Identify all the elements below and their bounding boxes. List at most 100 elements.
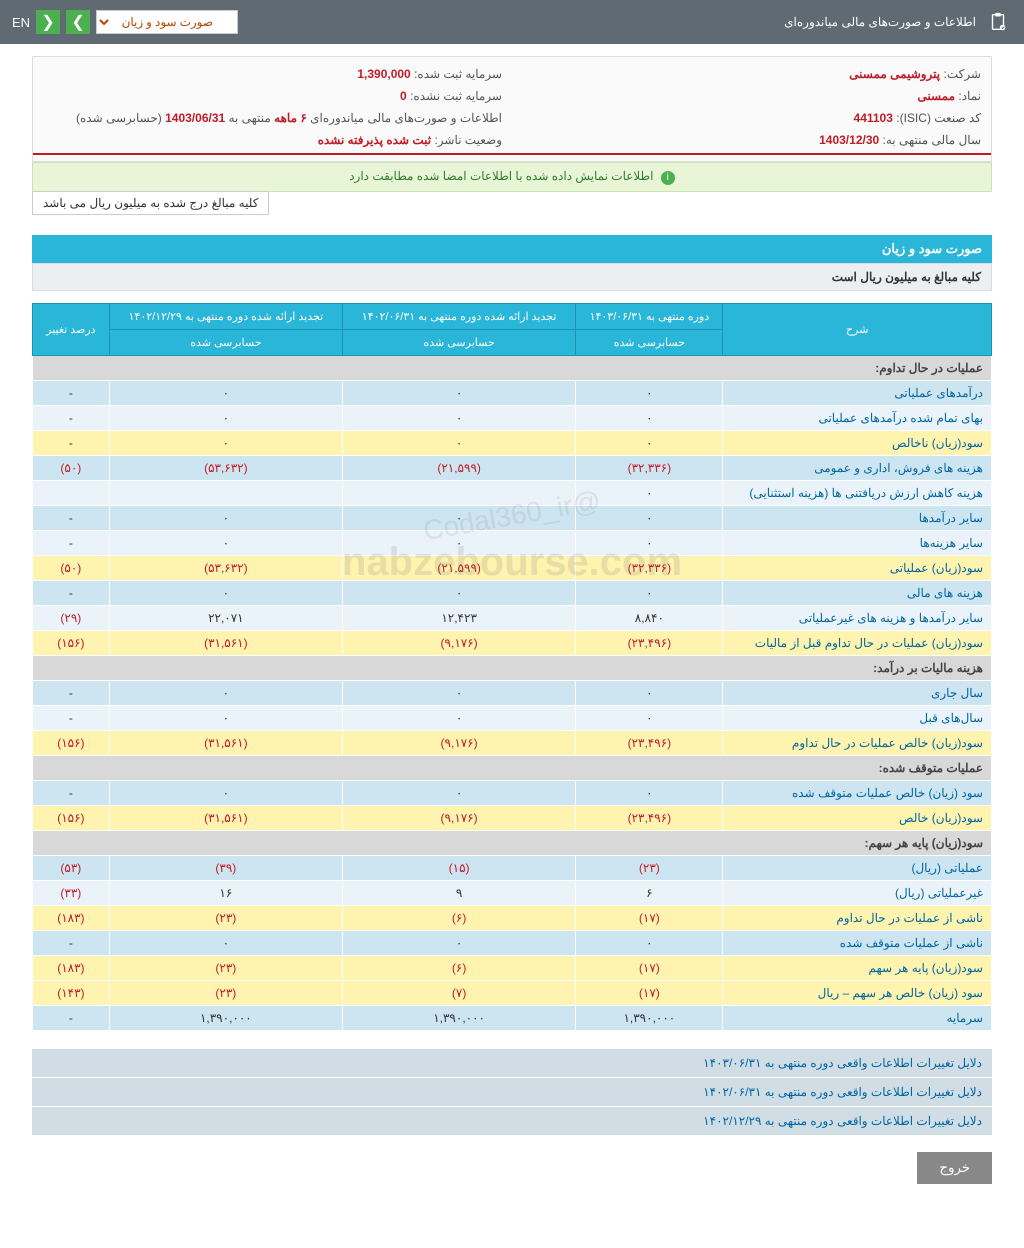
value-cell: (۳۱,۵۶۱)	[109, 631, 342, 656]
capital-value: 1,390,000	[357, 67, 410, 81]
lang-switch[interactable]: EN	[12, 15, 30, 30]
value-cell: (۳۱,۵۶۱)	[109, 731, 342, 756]
value-cell: ۰	[109, 931, 342, 956]
value-cell: (۱۷)	[576, 956, 723, 981]
value-cell: (۲۱,۵۹۹)	[342, 456, 575, 481]
value-cell: ۰	[342, 706, 575, 731]
th-c4: درصد تغییر	[33, 304, 110, 356]
desc-cell: بهای تمام شده درآمدهای عملیاتی	[723, 406, 992, 431]
value-cell: -	[33, 706, 110, 731]
desc-cell: سود (زیان) خالص عملیات متوقف شده	[723, 781, 992, 806]
value-cell: -	[33, 581, 110, 606]
value-cell: (۲۳)	[576, 856, 723, 881]
value-cell: -	[33, 781, 110, 806]
topbar-title: اطلاعات و صورت‌های مالی میاندوره‌ای	[784, 15, 976, 29]
value-cell: ۰	[109, 381, 342, 406]
value-cell: ۲۲,۰۷۱	[109, 606, 342, 631]
footer-row[interactable]: دلایل تغییرات اطلاعات واقعی دوره منتهی ب…	[32, 1107, 992, 1136]
row-header-cell: عملیات متوقف شده:	[33, 756, 992, 781]
value-cell: ۰	[576, 481, 723, 506]
value-cell: (۵۰)	[33, 456, 110, 481]
value-cell: (۱۸۳)	[33, 906, 110, 931]
desc-cell: سود(زیان) پایه هر سهم	[723, 956, 992, 981]
value-cell: (۵۳)	[33, 856, 110, 881]
table-row: سود(زیان) عملیاتی(۳۲,۳۳۶)(۲۱,۵۹۹)(۵۳,۶۳۲…	[33, 556, 992, 581]
table-row: سود (زیان) خالص عملیات متوقف شده۰۰۰-	[33, 781, 992, 806]
value-cell: (۶)	[342, 906, 575, 931]
isic-value: 441103	[854, 111, 893, 125]
th-c2: تجدید ارائه شده دوره منتهی به ۱۴۰۲/۰۶/۳۱	[342, 304, 575, 330]
value-cell: ۰	[109, 431, 342, 456]
value-cell: ۰	[576, 781, 723, 806]
table-row: هزینه کاهش ارزش دریافتنی ها (هزینه استثن…	[33, 481, 992, 506]
table-row: عملیات در حال تداوم:	[33, 356, 992, 381]
value-cell: (۲۳)	[109, 906, 342, 931]
value-cell: (۶)	[342, 956, 575, 981]
value-cell: (۹,۱۷۶)	[342, 806, 575, 831]
next-button[interactable]: ❯	[66, 10, 90, 34]
value-cell: ۱۲,۴۲۳	[342, 606, 575, 631]
desc-cell: سود(زیان) عملیات در حال تداوم قبل از مال…	[723, 631, 992, 656]
value-cell: -	[33, 506, 110, 531]
value-cell: (۱۵۶)	[33, 806, 110, 831]
value-cell: -	[33, 431, 110, 456]
topbar: اطلاعات و صورت‌های مالی میاندوره‌ای صورت…	[0, 0, 1024, 44]
value-cell: ۹	[342, 881, 575, 906]
table-row: بهای تمام شده درآمدهای عملیاتی۰۰۰-	[33, 406, 992, 431]
value-cell: ۰	[342, 381, 575, 406]
value-cell: ۰	[109, 581, 342, 606]
section-title: صورت سود و زیان	[32, 235, 992, 263]
footer-row[interactable]: دلایل تغییرات اطلاعات واقعی دوره منتهی ب…	[32, 1049, 992, 1078]
value-cell: ۰	[576, 506, 723, 531]
value-cell: ۰	[109, 506, 342, 531]
isic-label: کد صنعت (ISIC):	[896, 111, 981, 125]
value-cell: (۹,۱۷۶)	[342, 631, 575, 656]
value-cell: (۹,۱۷۶)	[342, 731, 575, 756]
table-row: سال‌های قبل۰۰۰-	[33, 706, 992, 731]
report-label: اطلاعات و صورت‌های مالی میاندوره‌ای	[310, 111, 502, 125]
status-label: وضعیت ناشر:	[434, 133, 502, 147]
desc-cell: سایر هزینه‌ها	[723, 531, 992, 556]
value-cell: -	[33, 406, 110, 431]
table-row: عملیاتی (ریال)(۲۳)(۱۵)(۳۹)(۵۳)	[33, 856, 992, 881]
th-sub3: حسابرسی شده	[109, 330, 342, 356]
prev-button[interactable]: ❮	[36, 10, 60, 34]
value-cell: ۰	[576, 931, 723, 956]
value-cell: (۱۷)	[576, 906, 723, 931]
row-header-cell: هزینه مالیات بر درآمد:	[33, 656, 992, 681]
value-cell: ۰	[576, 406, 723, 431]
footer-row[interactable]: دلایل تغییرات اطلاعات واقعی دوره منتهی ب…	[32, 1078, 992, 1107]
exit-button[interactable]: خروج	[917, 1152, 992, 1184]
value-cell: ۱,۳۹۰,۰۰۰	[109, 1006, 342, 1031]
table-row: هزینه مالیات بر درآمد:	[33, 656, 992, 681]
value-cell: (۳۱,۵۶۱)	[109, 806, 342, 831]
value-cell: ۰	[342, 406, 575, 431]
report-dropdown[interactable]: صورت سود و زیان	[96, 10, 238, 34]
value-cell: ۰	[109, 781, 342, 806]
table-row: ناشی از عملیات در حال تداوم(۱۷)(۶)(۲۳)(۱…	[33, 906, 992, 931]
table-row: غیرعملیاتی (ریال)۶۹۱۶(۳۳)	[33, 881, 992, 906]
value-cell: (۳۳)	[33, 881, 110, 906]
desc-cell: سود(زیان) خالص	[723, 806, 992, 831]
table-row: سایر درآمدها و هزینه های غیرعملیاتی۸,۸۴۰…	[33, 606, 992, 631]
table-row: سرمایه۱,۳۹۰,۰۰۰۱,۳۹۰,۰۰۰۱,۳۹۰,۰۰۰-	[33, 1006, 992, 1031]
th-c1: دوره منتهی به ۱۴۰۳/۰۶/۳۱	[576, 304, 723, 330]
table-row: ناشی از عملیات متوقف شده۰۰۰-	[33, 931, 992, 956]
value-cell: ۰	[109, 531, 342, 556]
company-label: شرکت:	[943, 67, 981, 81]
value-cell: (۲۹)	[33, 606, 110, 631]
value-cell: (۵۳,۶۳۲)	[109, 456, 342, 481]
value-cell	[33, 481, 110, 506]
value-cell: ۰	[342, 581, 575, 606]
value-cell: (۲۳)	[109, 956, 342, 981]
th-c3: تجدید ارائه شده دوره منتهی به ۱۴۰۲/۱۲/۲۹	[109, 304, 342, 330]
row-header-cell: سود(زیان) پایه هر سهم:	[33, 831, 992, 856]
table-row: سود(زیان) پایه هر سهم:	[33, 831, 992, 856]
info-box: شرکت: پتروشیمی ممسنی سرمایه ثبت شده: 1,3…	[32, 56, 992, 162]
desc-cell: سود(زیان) ناخالص	[723, 431, 992, 456]
value-cell: ۰	[576, 431, 723, 456]
unit-note: کلیه مبالغ درج شده به میلیون ریال می باش…	[32, 191, 269, 215]
table-row: سال جاری۰۰۰-	[33, 681, 992, 706]
value-cell: (۳۲,۳۳۶)	[576, 456, 723, 481]
info-icon: i	[661, 171, 675, 185]
